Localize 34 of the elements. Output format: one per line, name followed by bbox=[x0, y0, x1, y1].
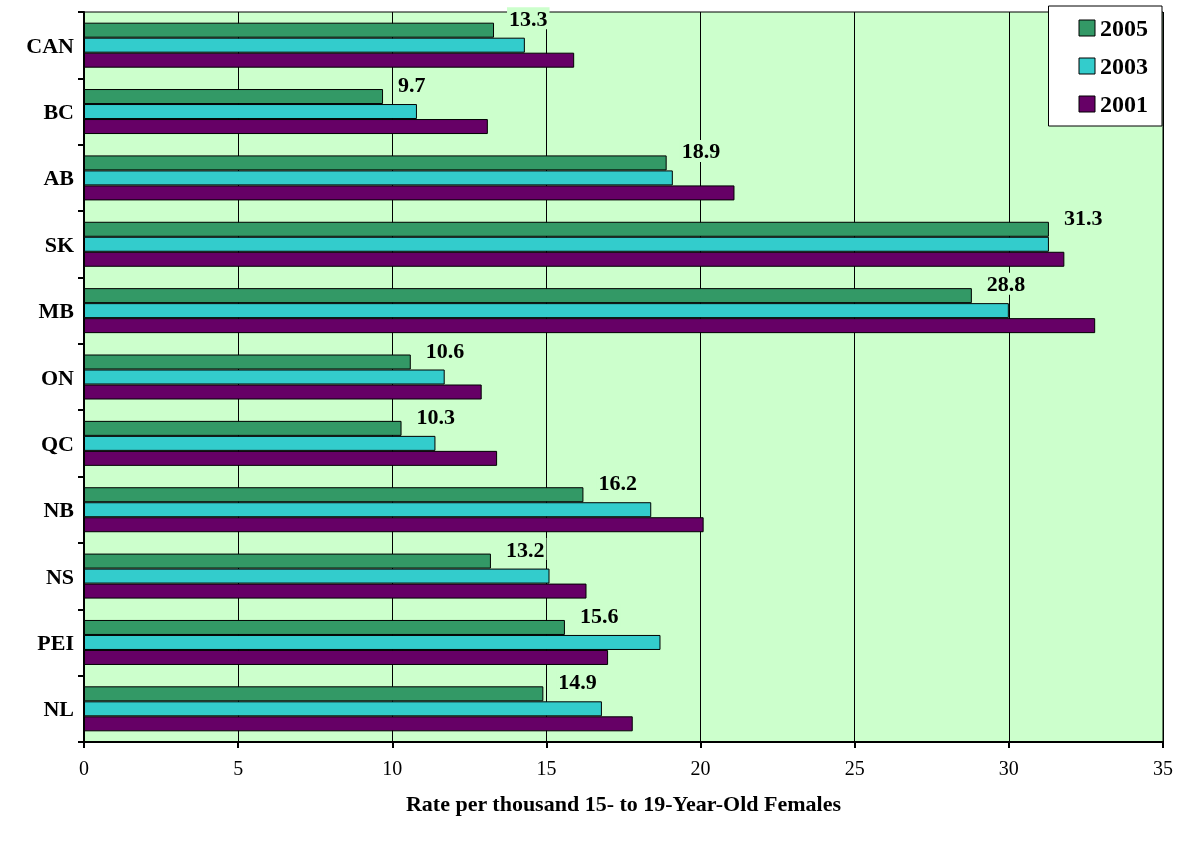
y-tick-label: BC bbox=[43, 99, 74, 125]
data-label: 28.8 bbox=[986, 271, 1026, 297]
x-tick-label: 25 bbox=[844, 757, 865, 779]
y-tick-label: PEI bbox=[37, 629, 74, 655]
data-label: 18.9 bbox=[681, 138, 721, 164]
y-tick-label: MB bbox=[38, 298, 75, 324]
data-label: 16.2 bbox=[598, 470, 637, 496]
y-tick-label: AB bbox=[43, 165, 75, 191]
data-label: 10.6 bbox=[425, 337, 465, 363]
y-tick-label: ON bbox=[41, 364, 75, 390]
data-label: 9.7 bbox=[398, 72, 426, 98]
data-label: 15.6 bbox=[579, 602, 619, 628]
x-axis-title: Rate per thousand 15- to 19-Year-Old Females bbox=[405, 790, 842, 816]
data-label: 10.3 bbox=[416, 403, 456, 429]
y-tick-label: SK bbox=[44, 231, 74, 257]
x-tick-label: 35 bbox=[1153, 757, 1173, 779]
x-tick-label: 10 bbox=[382, 757, 403, 779]
legend-label: 2001 bbox=[1100, 91, 1148, 117]
data-label: 14.9 bbox=[558, 669, 597, 695]
y-tick-label: NL bbox=[43, 696, 74, 722]
y-tick-label: NS bbox=[45, 563, 74, 589]
x-tick-label: 20 bbox=[690, 757, 711, 779]
x-tick-label: 30 bbox=[998, 757, 1019, 779]
data-label: 13.2 bbox=[505, 536, 545, 562]
y-tick-label: CAN bbox=[26, 32, 75, 58]
x-tick-label: 15 bbox=[536, 757, 557, 779]
data-label: 13.3 bbox=[509, 5, 548, 31]
legend-label: 2003 bbox=[1100, 53, 1148, 79]
x-tick-label: 0 bbox=[79, 757, 89, 779]
y-tick-label: NB bbox=[43, 497, 75, 523]
y-tick-label: QC bbox=[41, 430, 74, 456]
data-label: 31.3 bbox=[1063, 204, 1103, 230]
x-tick-label: 5 bbox=[233, 757, 244, 779]
legend-label: 2005 bbox=[1100, 15, 1148, 41]
